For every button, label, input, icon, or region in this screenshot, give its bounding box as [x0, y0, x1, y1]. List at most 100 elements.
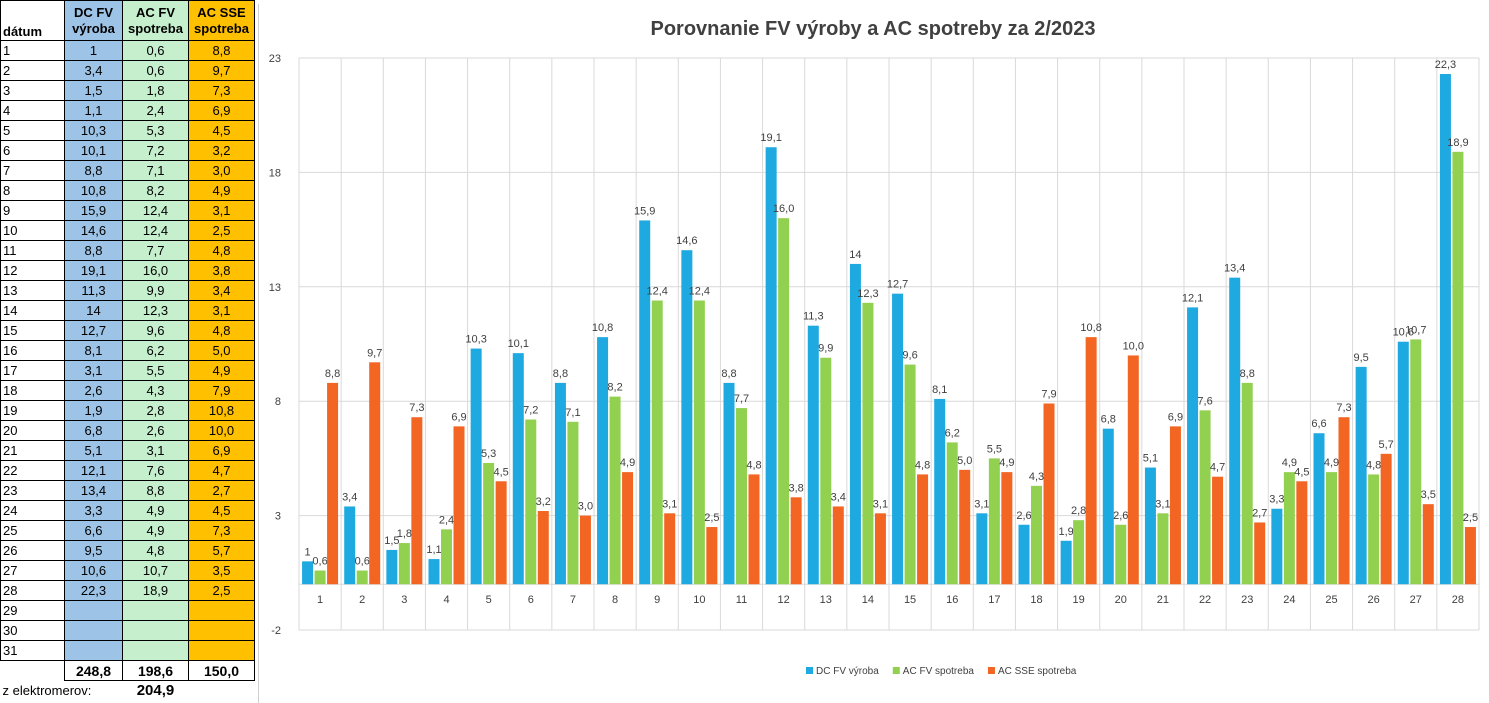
sse-cell[interactable] — [188, 620, 255, 641]
sse-cell[interactable]: 3,8 — [188, 260, 255, 281]
date-cell[interactable]: 25 — [0, 520, 65, 541]
ac-cell[interactable]: 9,9 — [122, 280, 189, 301]
ac-cell[interactable]: 2,4 — [122, 100, 189, 121]
ac-cell[interactable]: 3,1 — [122, 440, 189, 461]
ac-cell[interactable]: 7,7 — [122, 240, 189, 261]
date-cell[interactable]: 9 — [0, 200, 65, 221]
sse-cell[interactable]: 10,8 — [188, 400, 255, 421]
dc-cell[interactable]: 13,4 — [64, 480, 123, 501]
date-cell[interactable]: 2 — [0, 60, 65, 81]
ac-cell[interactable]: 7,2 — [122, 140, 189, 161]
sse-cell[interactable]: 7,9 — [188, 380, 255, 401]
sse-cell[interactable]: 5,7 — [188, 540, 255, 561]
dc-cell[interactable]: 3,1 — [64, 360, 123, 381]
ac-cell[interactable]: 7,1 — [122, 160, 189, 181]
dc-cell[interactable]: 2,6 — [64, 380, 123, 401]
sse-cell[interactable]: 4,9 — [188, 180, 255, 201]
date-cell[interactable]: 8 — [0, 180, 65, 201]
dc-cell[interactable]: 11,3 — [64, 280, 123, 301]
sse-cell[interactable]: 3,1 — [188, 200, 255, 221]
dc-cell[interactable] — [64, 640, 123, 661]
total-sse[interactable]: 150,0 — [188, 660, 255, 681]
totals-label[interactable] — [0, 660, 65, 681]
meter-value[interactable]: 204,9 — [122, 680, 189, 701]
date-cell[interactable]: 29 — [0, 600, 65, 621]
dc-cell[interactable]: 3,4 — [64, 60, 123, 81]
dc-cell[interactable]: 9,5 — [64, 540, 123, 561]
sse-cell[interactable]: 2,5 — [188, 580, 255, 601]
ac-cell[interactable]: 7,6 — [122, 460, 189, 481]
sse-cell[interactable]: 6,9 — [188, 440, 255, 461]
sse-cell[interactable]: 6,9 — [188, 100, 255, 121]
sse-cell[interactable]: 2,7 — [188, 480, 255, 501]
sse-cell[interactable]: 10,0 — [188, 420, 255, 441]
date-cell[interactable]: 15 — [0, 320, 65, 341]
date-cell[interactable]: 19 — [0, 400, 65, 421]
ac-cell[interactable]: 16,0 — [122, 260, 189, 281]
total-dc[interactable]: 248,8 — [64, 660, 123, 681]
dc-cell[interactable]: 10,8 — [64, 180, 123, 201]
dc-cell[interactable]: 5,1 — [64, 440, 123, 461]
header-date[interactable]: dátum — [0, 0, 65, 41]
ac-cell[interactable]: 1,8 — [122, 80, 189, 101]
ac-cell[interactable]: 12,4 — [122, 220, 189, 241]
ac-cell[interactable]: 4,8 — [122, 540, 189, 561]
dc-cell[interactable]: 10,6 — [64, 560, 123, 581]
dc-cell[interactable]: 14,6 — [64, 220, 123, 241]
date-cell[interactable]: 12 — [0, 260, 65, 281]
dc-cell[interactable]: 10,3 — [64, 120, 123, 141]
date-cell[interactable]: 18 — [0, 380, 65, 401]
dc-cell[interactable]: 6,8 — [64, 420, 123, 441]
sse-cell[interactable] — [188, 600, 255, 621]
ac-cell[interactable]: 12,3 — [122, 300, 189, 321]
ac-cell[interactable] — [122, 620, 189, 641]
date-cell[interactable]: 10 — [0, 220, 65, 241]
sse-cell[interactable]: 7,3 — [188, 80, 255, 101]
ac-cell[interactable]: 4,9 — [122, 500, 189, 521]
ac-cell[interactable]: 2,6 — [122, 420, 189, 441]
sse-cell[interactable]: 8,8 — [188, 40, 255, 61]
date-cell[interactable]: 1 — [0, 40, 65, 61]
sse-cell[interactable]: 4,8 — [188, 240, 255, 261]
date-cell[interactable]: 13 — [0, 280, 65, 301]
ac-cell[interactable]: 12,4 — [122, 200, 189, 221]
dc-cell[interactable] — [64, 600, 123, 621]
header-sse[interactable]: AC SSE spotreba — [188, 0, 255, 41]
date-cell[interactable]: 22 — [0, 460, 65, 481]
date-cell[interactable]: 17 — [0, 360, 65, 381]
dc-cell[interactable]: 12,7 — [64, 320, 123, 341]
dc-cell[interactable]: 8,8 — [64, 240, 123, 261]
date-cell[interactable]: 28 — [0, 580, 65, 601]
dc-cell[interactable]: 1,9 — [64, 400, 123, 421]
sse-cell[interactable]: 3,0 — [188, 160, 255, 181]
ac-cell[interactable]: 5,3 — [122, 120, 189, 141]
ac-cell[interactable] — [122, 600, 189, 621]
sse-cell[interactable]: 4,9 — [188, 360, 255, 381]
sse-cell[interactable]: 5,0 — [188, 340, 255, 361]
ac-cell[interactable] — [122, 640, 189, 661]
date-cell[interactable]: 23 — [0, 480, 65, 501]
date-cell[interactable]: 27 — [0, 560, 65, 581]
date-cell[interactable]: 14 — [0, 300, 65, 321]
sse-cell[interactable]: 4,5 — [188, 500, 255, 521]
sse-cell[interactable]: 4,7 — [188, 460, 255, 481]
dc-cell[interactable]: 3,3 — [64, 500, 123, 521]
ac-cell[interactable]: 9,6 — [122, 320, 189, 341]
ac-cell[interactable]: 18,9 — [122, 580, 189, 601]
dc-cell[interactable]: 8,8 — [64, 160, 123, 181]
ac-cell[interactable]: 2,8 — [122, 400, 189, 421]
sse-cell[interactable]: 3,4 — [188, 280, 255, 301]
dc-cell[interactable]: 10,1 — [64, 140, 123, 161]
date-cell[interactable]: 6 — [0, 140, 65, 161]
sse-cell[interactable]: 7,3 — [188, 520, 255, 541]
ac-cell[interactable]: 4,3 — [122, 380, 189, 401]
dc-cell[interactable]: 1,5 — [64, 80, 123, 101]
date-cell[interactable]: 5 — [0, 120, 65, 141]
ac-cell[interactable]: 0,6 — [122, 40, 189, 61]
dc-cell[interactable]: 12,1 — [64, 460, 123, 481]
dc-cell[interactable]: 15,9 — [64, 200, 123, 221]
dc-cell[interactable]: 1 — [64, 40, 123, 61]
ac-cell[interactable]: 8,8 — [122, 480, 189, 501]
dc-cell[interactable]: 6,6 — [64, 520, 123, 541]
ac-cell[interactable]: 5,5 — [122, 360, 189, 381]
